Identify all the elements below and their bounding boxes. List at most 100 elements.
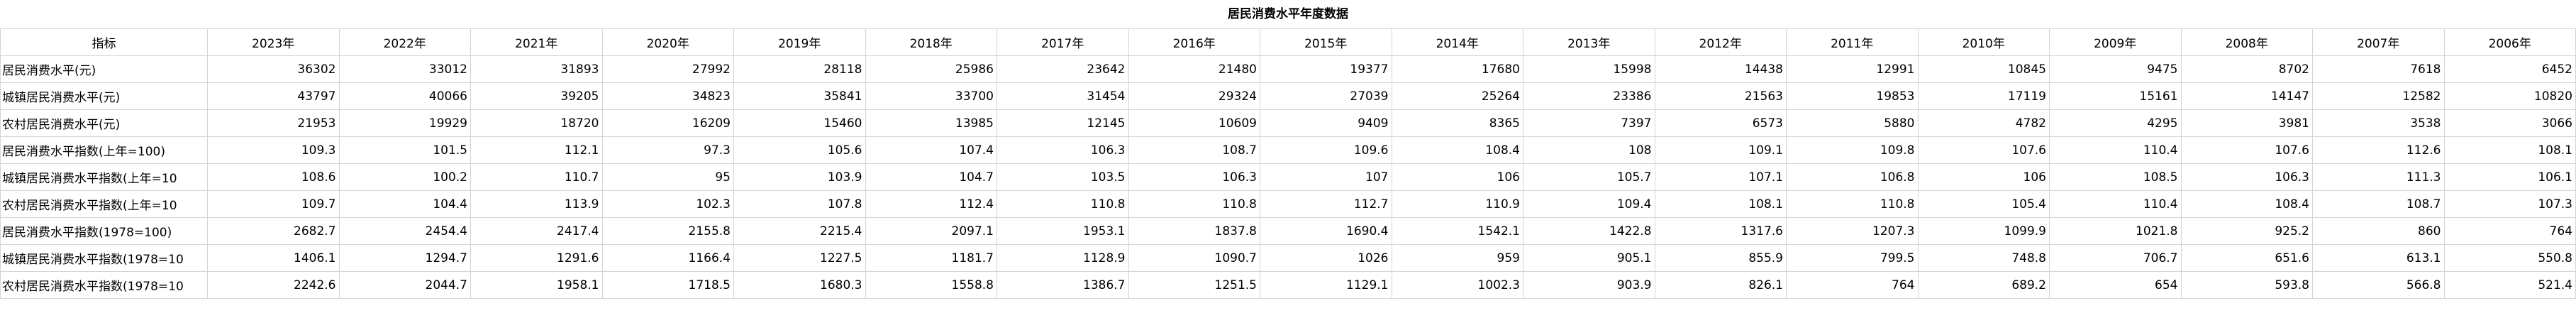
value-cell[interactable]: 1837.8 [1128,217,1260,245]
header-cell-year[interactable]: 2010年 [1917,28,2050,56]
value-cell[interactable]: 25264 [1391,82,1523,110]
value-cell[interactable]: 109.8 [1786,136,1919,164]
header-cell-year[interactable]: 2007年 [2312,28,2445,56]
value-cell[interactable]: 108.4 [1391,136,1523,164]
value-cell[interactable]: 8702 [2180,55,2313,83]
value-cell[interactable]: 103.9 [733,163,866,191]
value-cell[interactable]: 5880 [1786,109,1919,137]
value-cell[interactable]: 7397 [1523,109,1655,137]
value-cell[interactable]: 593.8 [2180,271,2313,299]
row-label-cell[interactable]: 居民消费水平指数(上年=100) [0,136,208,164]
value-cell[interactable]: 905.1 [1523,244,1655,272]
value-cell[interactable]: 36302 [207,55,340,83]
value-cell[interactable]: 108.5 [2049,163,2182,191]
header-cell-year[interactable]: 2020年 [601,28,734,56]
value-cell[interactable]: 8365 [1391,109,1523,137]
value-cell[interactable]: 107.3 [2443,190,2576,218]
value-cell[interactable]: 1166.4 [601,244,734,272]
value-cell[interactable]: 95 [601,163,734,191]
value-cell[interactable]: 651.6 [2180,244,2313,272]
row-label-cell[interactable]: 农村居民消费水平(元) [0,109,208,137]
value-cell[interactable]: 108.1 [2443,136,2576,164]
value-cell[interactable]: 105.4 [1917,190,2050,218]
value-cell[interactable]: 18720 [470,109,603,137]
value-cell[interactable]: 3538 [2312,109,2445,137]
value-cell[interactable]: 12991 [1786,55,1919,83]
value-cell[interactable]: 4295 [2049,109,2182,137]
value-cell[interactable]: 40066 [338,82,471,110]
value-cell[interactable]: 39205 [470,82,603,110]
value-cell[interactable]: 1317.6 [1654,217,1787,245]
value-cell[interactable]: 799.5 [1786,244,1919,272]
value-cell[interactable]: 27039 [1260,82,1392,110]
value-cell[interactable]: 903.9 [1523,271,1655,299]
value-cell[interactable]: 108.7 [1128,136,1260,164]
value-cell[interactable]: 2242.6 [207,271,340,299]
value-cell[interactable]: 1953.1 [996,217,1129,245]
value-cell[interactable]: 15460 [733,109,866,137]
row-label-cell[interactable]: 农村居民消费水平指数(1978=10 [0,271,208,299]
value-cell[interactable]: 1958.1 [470,271,603,299]
value-cell[interactable]: 1129.1 [1260,271,1392,299]
value-cell[interactable]: 110.8 [1128,190,1260,218]
row-label-cell[interactable]: 城镇居民消费水平指数(1978=10 [0,244,208,272]
value-cell[interactable]: 6452 [2443,55,2576,83]
value-cell[interactable]: 110.8 [996,190,1129,218]
value-cell[interactable]: 17119 [1917,82,2050,110]
value-cell[interactable]: 101.5 [338,136,471,164]
header-cell-year[interactable]: 2017年 [996,28,1129,56]
value-cell[interactable]: 521.4 [2443,271,2576,299]
header-cell-year[interactable]: 2021年 [470,28,603,56]
value-cell[interactable]: 27992 [601,55,734,83]
header-cell-year[interactable]: 2022年 [338,28,471,56]
value-cell[interactable]: 108 [1523,136,1655,164]
header-cell-year[interactable]: 2015年 [1260,28,1392,56]
value-cell[interactable]: 1718.5 [601,271,734,299]
value-cell[interactable]: 17680 [1391,55,1523,83]
row-label-cell[interactable]: 城镇居民消费水平指数(上年=10 [0,163,208,191]
value-cell[interactable]: 14147 [2180,82,2313,110]
value-cell[interactable]: 1422.8 [1523,217,1655,245]
value-cell[interactable]: 550.8 [2443,244,2576,272]
value-cell[interactable]: 23642 [996,55,1129,83]
header-cell-indicator[interactable]: 指标 [0,28,208,56]
value-cell[interactable]: 764 [1786,271,1919,299]
value-cell[interactable]: 110.4 [2049,190,2182,218]
value-cell[interactable]: 106.3 [996,136,1129,164]
value-cell[interactable]: 19853 [1786,82,1919,110]
value-cell[interactable]: 107 [1260,163,1392,191]
value-cell[interactable]: 113.9 [470,190,603,218]
header-cell-year[interactable]: 2019年 [733,28,866,56]
value-cell[interactable]: 104.4 [338,190,471,218]
value-cell[interactable]: 106 [1391,163,1523,191]
header-cell-year[interactable]: 2009年 [2049,28,2182,56]
value-cell[interactable]: 19929 [338,109,471,137]
value-cell[interactable]: 10609 [1128,109,1260,137]
value-cell[interactable]: 34823 [601,82,734,110]
value-cell[interactable]: 31893 [470,55,603,83]
value-cell[interactable]: 107.6 [1917,136,2050,164]
value-cell[interactable]: 16209 [601,109,734,137]
value-cell[interactable]: 1291.6 [470,244,603,272]
row-label-cell[interactable]: 农村居民消费水平指数(上年=10 [0,190,208,218]
value-cell[interactable]: 109.7 [207,190,340,218]
value-cell[interactable]: 14438 [1654,55,1787,83]
value-cell[interactable]: 106.3 [2180,163,2313,191]
value-cell[interactable]: 112.7 [1260,190,1392,218]
value-cell[interactable]: 1207.3 [1786,217,1919,245]
value-cell[interactable]: 25986 [865,55,997,83]
value-cell[interactable]: 109.1 [1654,136,1787,164]
value-cell[interactable]: 102.3 [601,190,734,218]
header-cell-year[interactable]: 2012年 [1654,28,1787,56]
value-cell[interactable]: 12145 [996,109,1129,137]
value-cell[interactable]: 110.7 [470,163,603,191]
value-cell[interactable]: 1294.7 [338,244,471,272]
value-cell[interactable]: 706.7 [2049,244,2182,272]
value-cell[interactable]: 3981 [2180,109,2313,137]
value-cell[interactable]: 925.2 [2180,217,2313,245]
value-cell[interactable]: 1090.7 [1128,244,1260,272]
value-cell[interactable]: 1406.1 [207,244,340,272]
value-cell[interactable]: 109.3 [207,136,340,164]
value-cell[interactable]: 109.6 [1260,136,1392,164]
value-cell[interactable]: 2044.7 [338,271,471,299]
